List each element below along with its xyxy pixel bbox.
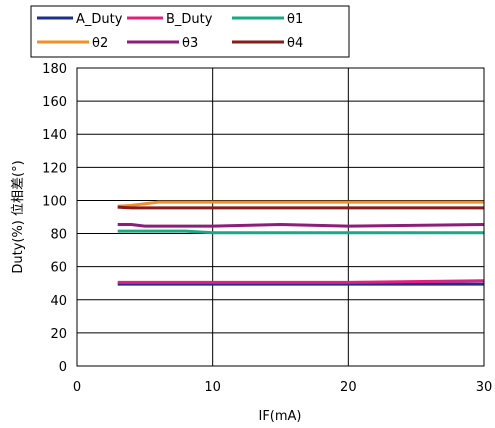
gridlines [76, 67, 485, 367]
legend-label: θ2 [92, 36, 108, 51]
y-tick-label: 20 [50, 327, 67, 342]
legend-frame [30, 5, 350, 58]
series-line [117, 223, 485, 228]
legend-label: θ3 [182, 36, 198, 51]
legend-label: θ1 [287, 12, 303, 27]
plot-frame [76, 67, 485, 367]
legend: A_Duty B_Duty θ1 θ2 θ3 θ4 [37, 12, 303, 51]
y-tick-label: 120 [42, 161, 67, 176]
y-axis-title: Duty(%) 位相差(°) [11, 160, 26, 273]
x-axis-title: IF(mA) [258, 409, 301, 424]
y-tick-label: 60 [50, 261, 67, 276]
y-tick-label: 140 [42, 128, 67, 143]
series-line [117, 279, 485, 284]
legend-label: B_Duty [166, 12, 213, 27]
series-line [117, 200, 484, 208]
x-tick-label: 30 [476, 380, 493, 395]
y-tick-label: 0 [59, 360, 67, 375]
y-tick-label: 180 [42, 62, 67, 77]
x-tick-labels: 0 10 20 30 [73, 380, 492, 395]
legend-label: A_Duty [76, 12, 123, 27]
y-tick-label: 100 [42, 194, 67, 209]
series-line [117, 229, 484, 235]
x-tick-label: 20 [340, 380, 357, 395]
x-tick-label: 10 [204, 380, 221, 395]
series-lines [117, 200, 485, 286]
y-tick-label: 160 [42, 95, 67, 110]
y-tick-label: 40 [50, 294, 67, 309]
x-tick-label: 0 [73, 380, 81, 395]
series-line [117, 205, 484, 210]
y-tick-label: 80 [50, 228, 67, 243]
legend-label: θ4 [287, 36, 303, 51]
y-tick-labels: 0 20 40 60 80 100 120 140 160 180 [42, 62, 67, 375]
